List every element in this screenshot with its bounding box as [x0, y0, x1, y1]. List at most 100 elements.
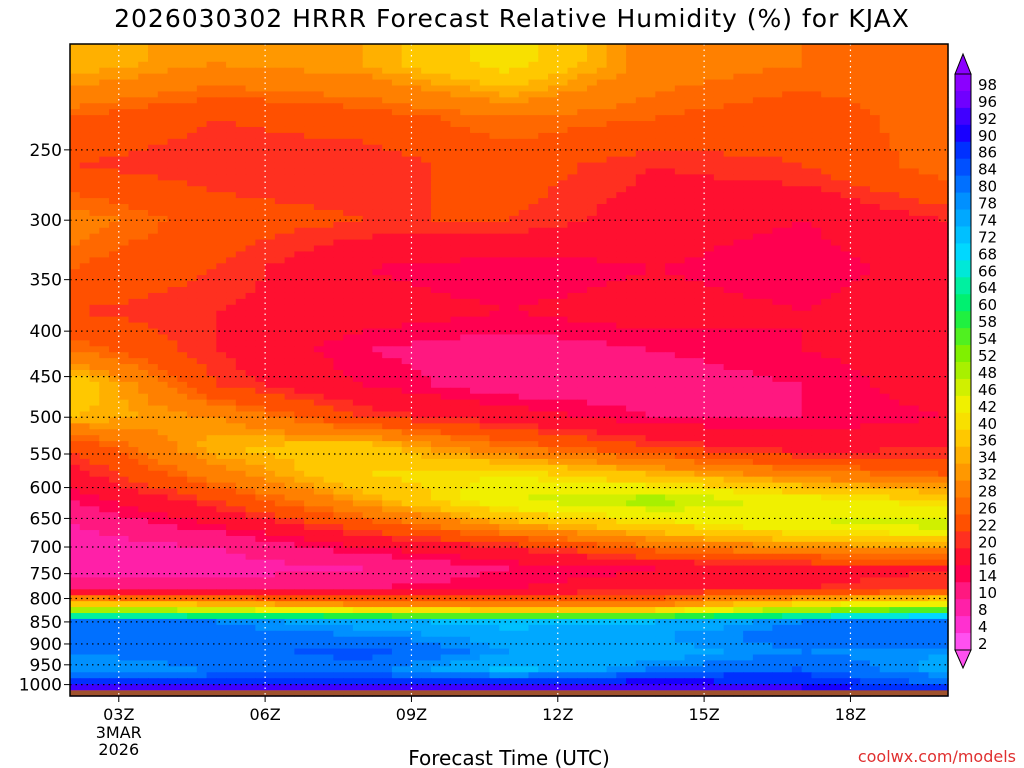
- rh-cell: [352, 352, 364, 359]
- rh-cell: [304, 233, 315, 241]
- rh-cell: [821, 109, 832, 116]
- rh-cell: [899, 79, 910, 87]
- rh-cell: [616, 310, 627, 318]
- rh-cell: [245, 85, 256, 93]
- rh-cell: [352, 198, 364, 205]
- rh-cell: [411, 85, 422, 93]
- rh-cell: [733, 281, 744, 288]
- rh-cell: [450, 370, 461, 377]
- rh-cell: [684, 91, 695, 98]
- rh-cell: [548, 251, 559, 258]
- rh-cell: [733, 103, 744, 110]
- rh-cell: [401, 144, 413, 152]
- rh-cell: [206, 292, 217, 300]
- rh-cell: [548, 204, 559, 211]
- rh-cell: [723, 257, 734, 264]
- rh-cell: [860, 275, 871, 282]
- rh-cell: [860, 358, 871, 365]
- rh-cell: [411, 162, 422, 170]
- rh-cell: [645, 209, 656, 217]
- rh-cell: [343, 370, 354, 377]
- rh-cell: [489, 73, 500, 81]
- rh-cell: [616, 334, 627, 341]
- rh-cell: [245, 55, 256, 63]
- rh-cell: [743, 44, 754, 51]
- rh-cell: [518, 287, 530, 294]
- rh-cell: [391, 61, 403, 69]
- rh-cell: [830, 162, 842, 170]
- rh-cell: [235, 298, 247, 306]
- rh-cell: [70, 340, 81, 347]
- rh-cell: [899, 55, 910, 63]
- rh-cell: [450, 103, 461, 110]
- rh-cell: [489, 144, 500, 152]
- rh-cell: [99, 186, 110, 193]
- rh-cell: [606, 257, 617, 264]
- rh-cell: [587, 204, 598, 211]
- rh-cell: [128, 358, 139, 365]
- rh-cell: [70, 215, 81, 223]
- rh-cell: [401, 281, 413, 288]
- rh-cell: [782, 287, 793, 294]
- rh-cell: [645, 162, 656, 170]
- rh-cell: [450, 132, 461, 140]
- rh-cell: [118, 73, 130, 81]
- rh-cell: [596, 215, 608, 223]
- rh-cell: [869, 150, 881, 158]
- rh-cell: [811, 221, 822, 229]
- rh-cell: [626, 61, 637, 69]
- rh-cell: [782, 61, 793, 69]
- rh-cell: [684, 144, 695, 152]
- rh-cell: [723, 346, 734, 353]
- rh-cell: [879, 132, 891, 140]
- rh-cell: [635, 192, 647, 199]
- rh-cell: [743, 287, 754, 294]
- rh-cell: [323, 358, 334, 365]
- rh-cell: [548, 310, 559, 318]
- rh-cell: [304, 358, 315, 365]
- rh-cell: [79, 281, 91, 288]
- rh-cell: [284, 221, 295, 229]
- rh-cell: [79, 322, 91, 330]
- rh-cell: [138, 257, 149, 264]
- rh-cell: [226, 97, 237, 104]
- rh-cell: [177, 138, 188, 146]
- rh-cell: [138, 192, 149, 199]
- rh-cell: [216, 304, 227, 312]
- rh-cell: [430, 251, 442, 258]
- rh-cell: [538, 132, 549, 140]
- rh-cell: [538, 85, 549, 93]
- rh-cell: [372, 352, 383, 359]
- rh-cell: [899, 85, 910, 93]
- rh-cell: [391, 97, 403, 104]
- rh-cell: [177, 109, 188, 116]
- rh-cell: [362, 239, 374, 247]
- rh-cell: [567, 55, 578, 63]
- rh-cell: [626, 67, 637, 75]
- rh-cell: [284, 55, 295, 63]
- rh-cell: [138, 358, 149, 365]
- rh-cell: [206, 304, 217, 312]
- rh-cell: [762, 292, 773, 300]
- rh-cell: [430, 239, 442, 247]
- rh-cell: [167, 85, 178, 93]
- rh-cell: [518, 281, 530, 288]
- rh-cell: [157, 322, 169, 330]
- rh-cell: [752, 245, 764, 253]
- rh-cell: [791, 115, 803, 122]
- rh-cell: [99, 370, 110, 377]
- rh-cell: [499, 221, 510, 229]
- rh-cell: [167, 144, 178, 152]
- rh-cell: [333, 328, 344, 336]
- rh-cell: [908, 115, 920, 122]
- rh-cell: [567, 85, 578, 93]
- rh-cell: [274, 132, 286, 140]
- rh-cell: [304, 340, 315, 347]
- rh-cell: [216, 174, 227, 181]
- rh-cell: [401, 322, 413, 330]
- rh-cell: [430, 144, 442, 152]
- rh-cell: [899, 168, 910, 175]
- rh-cell: [284, 304, 295, 312]
- rh-cell: [391, 174, 403, 181]
- rh-cell: [148, 103, 159, 110]
